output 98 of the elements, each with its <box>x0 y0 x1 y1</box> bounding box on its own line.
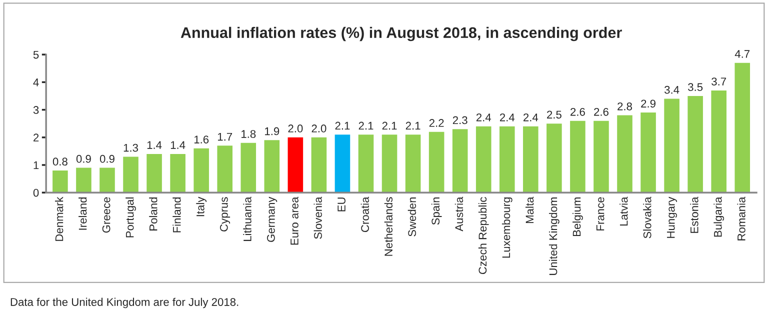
y-tick-label: 3 <box>33 106 39 114</box>
data-label: 1.8 <box>242 130 256 138</box>
x-tick-label: Sweden <box>408 197 416 236</box>
x-tick-label: Luxembourg <box>502 197 512 258</box>
bar <box>734 62 750 193</box>
data-label: 2.2 <box>429 119 444 127</box>
x-tick-label: EU <box>338 198 346 212</box>
y-tick-label: 2 <box>34 134 39 142</box>
x-tick-label: Slovakia <box>643 196 652 238</box>
data-label: 2.0 <box>288 124 303 132</box>
chart-title: Annual inflation rates (%) in August 2018, in ascending order <box>180 26 622 42</box>
bar <box>217 146 232 193</box>
x-tick-label: Euro area <box>290 196 298 245</box>
x-tick-label: Latvia <box>620 196 628 226</box>
data-label: 3.4 <box>664 86 680 94</box>
text: Data for the United Kingdom are for July 2018. <box>10 298 238 308</box>
bar <box>264 140 280 193</box>
x-tick-label: France <box>596 197 604 230</box>
bar <box>664 98 680 193</box>
data-label: 0.8 <box>52 158 68 166</box>
data-label: 2.1 <box>358 122 374 130</box>
bar <box>358 134 374 193</box>
data-label: 1.4 <box>147 141 162 149</box>
data-label: 1.6 <box>194 136 209 144</box>
x-tick-label: Netherlands <box>384 197 392 256</box>
data-label: 1.7 <box>218 132 232 141</box>
data-label: 2.5 <box>547 110 562 119</box>
bar <box>523 126 538 193</box>
x-tick-label: Croatia <box>360 196 369 232</box>
bar <box>123 156 138 193</box>
bar <box>546 124 562 193</box>
x-tick-label: Portugal <box>126 198 136 238</box>
bar <box>311 137 327 193</box>
bar <box>288 137 304 193</box>
x-tick-label: Belgium <box>572 198 583 236</box>
x-tick-label: Austria <box>454 196 464 232</box>
x-tick-label: Malta <box>525 196 534 224</box>
bar <box>170 154 186 193</box>
x-tick-label: Estonia <box>690 196 698 233</box>
data-label: 2.0 <box>312 124 326 132</box>
data-label: 2.4 <box>476 114 492 122</box>
bar <box>617 115 632 193</box>
x-tick-label: Lithuania <box>243 196 252 241</box>
data-label: 2.4 <box>523 114 538 122</box>
x-tick-label: Ireland <box>78 197 87 230</box>
x-tick-label: Bulgaria <box>714 196 724 237</box>
bar <box>194 148 209 193</box>
data-label: 2.4 <box>500 114 515 122</box>
bar <box>100 168 115 193</box>
y-tick-label: 5 <box>33 50 39 59</box>
bar <box>640 112 656 193</box>
x-tick-label: Cyprus <box>220 197 230 232</box>
bar <box>405 134 421 193</box>
data-label: 2.6 <box>594 108 608 116</box>
data-label: 1.4 <box>170 141 186 149</box>
x-tick-label: Poland <box>149 197 158 230</box>
data-label: 0.9 <box>76 154 91 163</box>
data-label: 3.7 <box>712 78 726 86</box>
bar <box>570 120 586 193</box>
x-tick-label: Hungary <box>667 196 677 238</box>
data-label: 0.9 <box>100 154 114 163</box>
bar <box>146 154 162 193</box>
bar <box>334 134 350 193</box>
x-tick-label: Denmark <box>55 196 64 241</box>
x-tick-label: Slovenia <box>314 196 322 239</box>
y-tick-label: 1 <box>34 161 39 170</box>
data-label: 1.3 <box>124 144 138 152</box>
x-tick-label: Greece <box>102 197 110 233</box>
data-label: 2.6 <box>570 108 585 116</box>
data-label: 2.1 <box>406 122 420 130</box>
bar <box>452 129 468 193</box>
x-tick-label: Romania <box>737 196 746 240</box>
bar <box>52 170 68 193</box>
x-tick-label: Italy <box>196 196 207 216</box>
bar <box>240 142 256 193</box>
bar <box>594 120 609 193</box>
x-tick-label: Czech Republic <box>478 197 489 274</box>
bar <box>76 168 92 193</box>
y-tick-label: 4 <box>33 78 39 86</box>
x-tick-label: Finland <box>172 197 181 232</box>
data-label: 2.1 <box>335 122 350 130</box>
data-label: 2.9 <box>641 100 656 108</box>
data-label: 1.9 <box>265 127 280 136</box>
x-tick-label: Spain <box>431 197 442 225</box>
data-label: 2.3 <box>452 116 468 124</box>
bar <box>499 126 515 193</box>
y-tick-label: 0 <box>33 188 39 197</box>
bar <box>428 132 444 193</box>
bar <box>711 90 726 193</box>
bar <box>382 134 398 193</box>
data-label: 2.8 <box>618 102 632 110</box>
x-tick-label: Germany <box>267 196 278 242</box>
data-label: 4.7 <box>734 50 750 58</box>
data-label: 3.5 <box>688 83 703 92</box>
data-label: 2.1 <box>382 122 397 130</box>
bar <box>688 96 703 193</box>
bar <box>476 126 492 193</box>
x-tick-label: United Kingdom <box>549 197 560 275</box>
